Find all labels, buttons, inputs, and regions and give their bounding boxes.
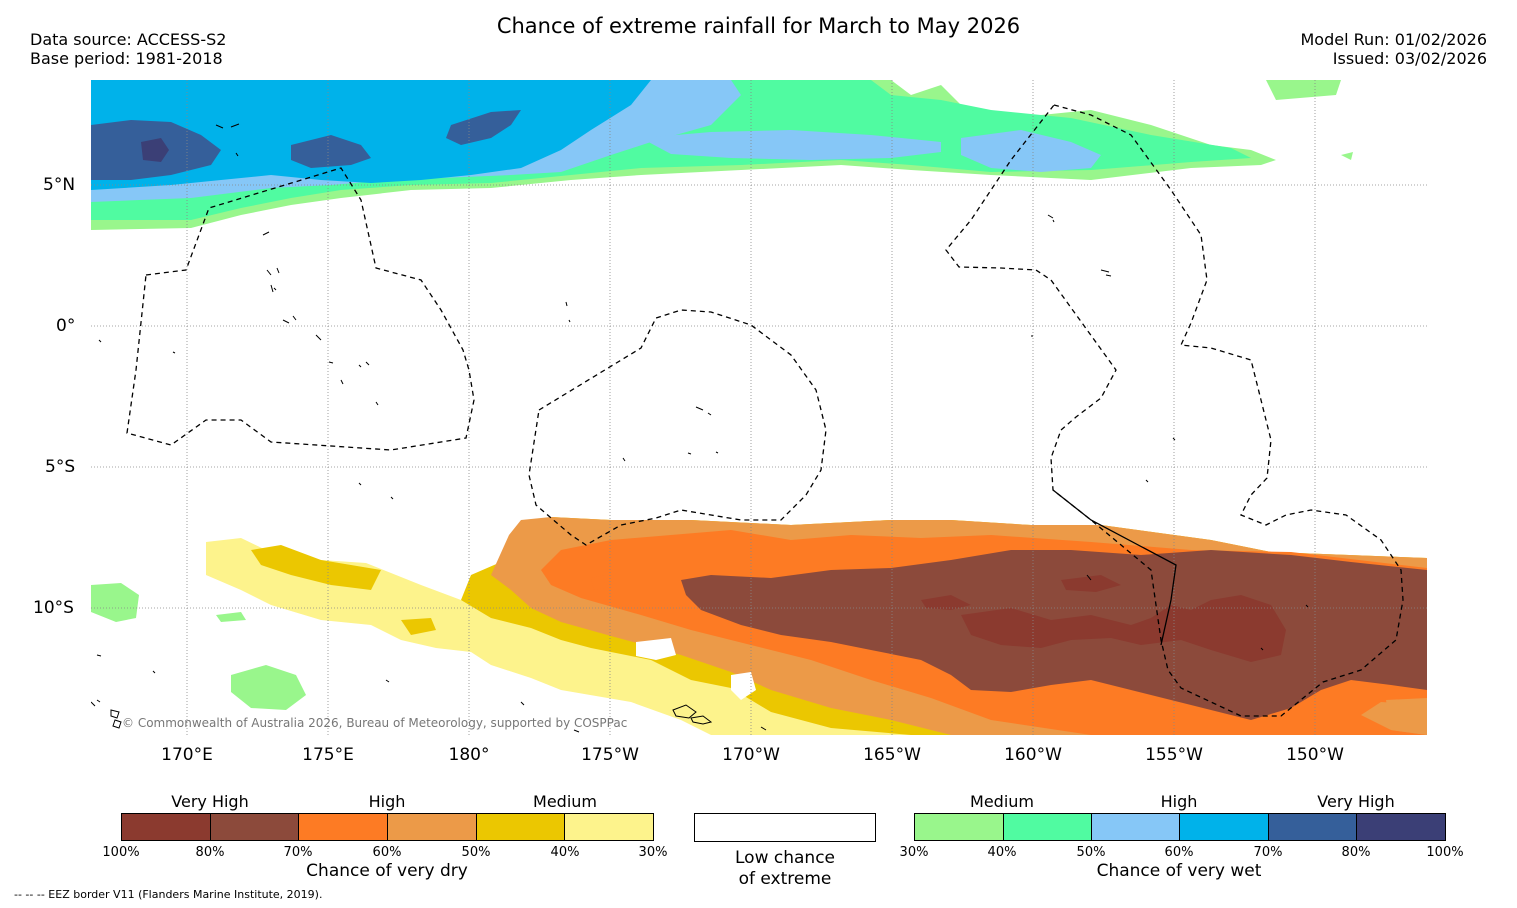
lon-label-175w: 175°W [581, 745, 639, 765]
wet-swatch [1268, 814, 1358, 840]
lat-label-0: 0° [56, 316, 76, 336]
lat-label-10s: 10°S [33, 598, 74, 618]
lon-label-170e: 170°E [161, 745, 213, 765]
issued-date: Issued: 03/02/2026 [1332, 49, 1487, 68]
low-chance-line2: of extreme [738, 869, 832, 889]
eez-borders [126, 104, 1404, 717]
lon-label-160w: 160°W [1004, 745, 1062, 765]
wet-band-region [91, 80, 1353, 230]
wet-legend-title: Chance of very wet [1096, 861, 1262, 881]
wet-patch [231, 665, 306, 710]
dry-swatch [299, 814, 389, 840]
dry-category-medium: Medium [533, 792, 597, 811]
wet-tick: 100% [1426, 845, 1464, 860]
wet-patch [216, 612, 246, 622]
dry-swatch [210, 814, 300, 840]
wet-swatch [1357, 814, 1446, 840]
dry-band-region [206, 517, 1427, 735]
dry-tick: 100% [102, 845, 140, 860]
wet-tick: 40% [987, 845, 1017, 860]
wet-swatch [1003, 814, 1093, 840]
dry-swatch [122, 814, 211, 840]
map-title: Chance of extreme rainfall for March to … [496, 14, 1021, 38]
wet-category-high: High [1160, 792, 1198, 811]
dry-swatch [388, 814, 477, 840]
wet-patch [91, 583, 139, 622]
territorial-line [1052, 489, 1177, 646]
dry-swatch [565, 814, 654, 840]
wet-swatch [1092, 814, 1181, 840]
low-chance-swatch [694, 813, 876, 842]
data-source: Data source: ACCESS-S2 [30, 30, 227, 49]
copyright-notice: © Commonwealth of Australia 2026, Bureau… [122, 716, 628, 730]
dry-tick: 50% [461, 845, 491, 860]
dry-tick: 80% [195, 845, 225, 860]
dry-swatch [476, 814, 566, 840]
wet-swatch [1180, 814, 1269, 840]
wet-tick: 30% [899, 845, 929, 860]
wet-category-very-high: Very High [1317, 792, 1395, 811]
lon-label-165w: 165°W [863, 745, 921, 765]
wet-tick: 60% [1164, 845, 1194, 860]
lon-label-150w: 150°W [1286, 745, 1344, 765]
dry-category-very-high: Very High [171, 792, 249, 811]
dry-legend-title: Chance of very dry [306, 861, 468, 881]
model-run: Model Run: 01/02/2026 [1300, 30, 1488, 49]
islands [91, 123, 1309, 733]
eez-footnote: -- -- -- EEZ border V11 (Flanders Marine… [14, 888, 323, 901]
base-period: Base period: 1981-2018 [30, 49, 223, 68]
wet-tick: 80% [1341, 845, 1371, 860]
lon-label-175e: 175°E [302, 745, 354, 765]
dry-tick: 70% [283, 845, 313, 860]
wet-colorbar [914, 813, 1446, 841]
dry-tick: 40% [550, 845, 580, 860]
lon-label-155w: 155°W [1145, 745, 1203, 765]
wet-tick: 50% [1076, 845, 1106, 860]
low-chance-line1: Low chance [735, 848, 835, 868]
graticule [91, 80, 1427, 735]
dry-colorbar [121, 813, 654, 841]
dry-tick: 30% [638, 845, 668, 860]
lon-label-170w: 170°W [722, 745, 780, 765]
wet-category-medium: Medium [970, 792, 1034, 811]
low-chance-label: Low chance of extreme [685, 848, 885, 890]
dry-tick: 60% [372, 845, 402, 860]
rainfall-map [91, 80, 1427, 735]
wet-swatch [915, 814, 1004, 840]
wet-tick: 70% [1253, 845, 1283, 860]
dry-category-high: High [368, 792, 406, 811]
lon-label-180: 180° [448, 745, 490, 765]
lat-label-5n: 5°N [43, 175, 76, 195]
lat-label-5s: 5°S [45, 457, 76, 477]
